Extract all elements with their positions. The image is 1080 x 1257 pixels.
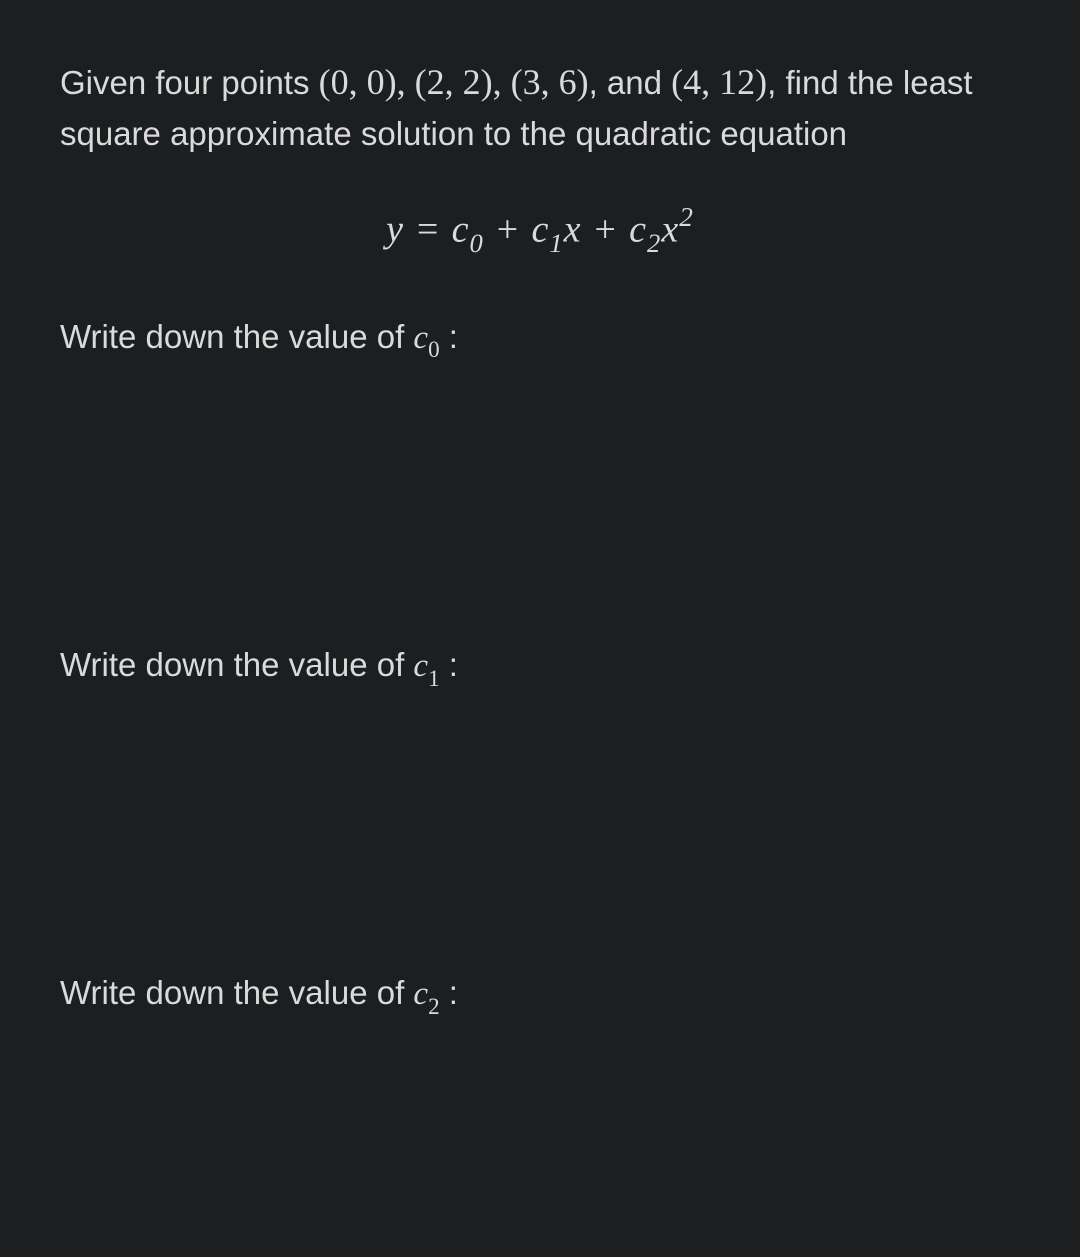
prompt-c1-sub: 1 xyxy=(428,665,440,691)
eq-plus2: + xyxy=(582,208,630,250)
eq-c1-sub: 1 xyxy=(549,228,563,258)
intro-text-1: Given four points xyxy=(60,64,319,101)
prompt-c2-prefix: Write down the value of xyxy=(60,974,413,1011)
eq-equals: = xyxy=(404,208,452,250)
last-point: (4, 12) xyxy=(671,62,767,102)
points-list: (0, 0), (2, 2), (3, 6) xyxy=(319,62,589,102)
eq-plus1: + xyxy=(484,208,532,250)
problem-statement: Given four points (0, 0), (2, 2), (3, 6)… xyxy=(60,55,1020,159)
eq-x1: x xyxy=(564,208,582,250)
intro-text-2: , and xyxy=(589,64,672,101)
prompt-c2-sub: 2 xyxy=(428,993,440,1019)
eq-c2-sub: 2 xyxy=(647,228,661,258)
prompt-c2-suffix: : xyxy=(440,974,458,1011)
answer-space-c1 xyxy=(60,693,1020,968)
prompt-c2-var: c xyxy=(413,976,428,1012)
prompt-c2: Write down the value of c2 : xyxy=(60,968,1020,1021)
eq-x2-sup: 2 xyxy=(679,202,694,232)
eq-lhs: y xyxy=(386,208,404,250)
prompt-c1-var: c xyxy=(413,648,428,684)
prompt-c0-prefix: Write down the value of xyxy=(60,318,413,355)
prompt-c0-var: c xyxy=(413,320,428,356)
prompt-c1: Write down the value of c1 : xyxy=(60,640,1020,693)
prompt-c0-suffix: : xyxy=(440,318,458,355)
quadratic-equation: y = c0 + c1x + c2x2 xyxy=(60,204,1020,257)
eq-c1: c xyxy=(531,208,549,250)
prompt-c0-sub: 0 xyxy=(428,336,440,362)
eq-c0: c xyxy=(452,208,470,250)
eq-c2: c xyxy=(629,208,647,250)
prompt-c1-suffix: : xyxy=(440,646,458,683)
eq-x2: x xyxy=(661,208,679,250)
prompt-c1-prefix: Write down the value of xyxy=(60,646,413,683)
eq-c0-sub: 0 xyxy=(470,228,484,258)
prompt-c0: Write down the value of c0 : xyxy=(60,312,1020,365)
answer-space-c0 xyxy=(60,365,1020,640)
